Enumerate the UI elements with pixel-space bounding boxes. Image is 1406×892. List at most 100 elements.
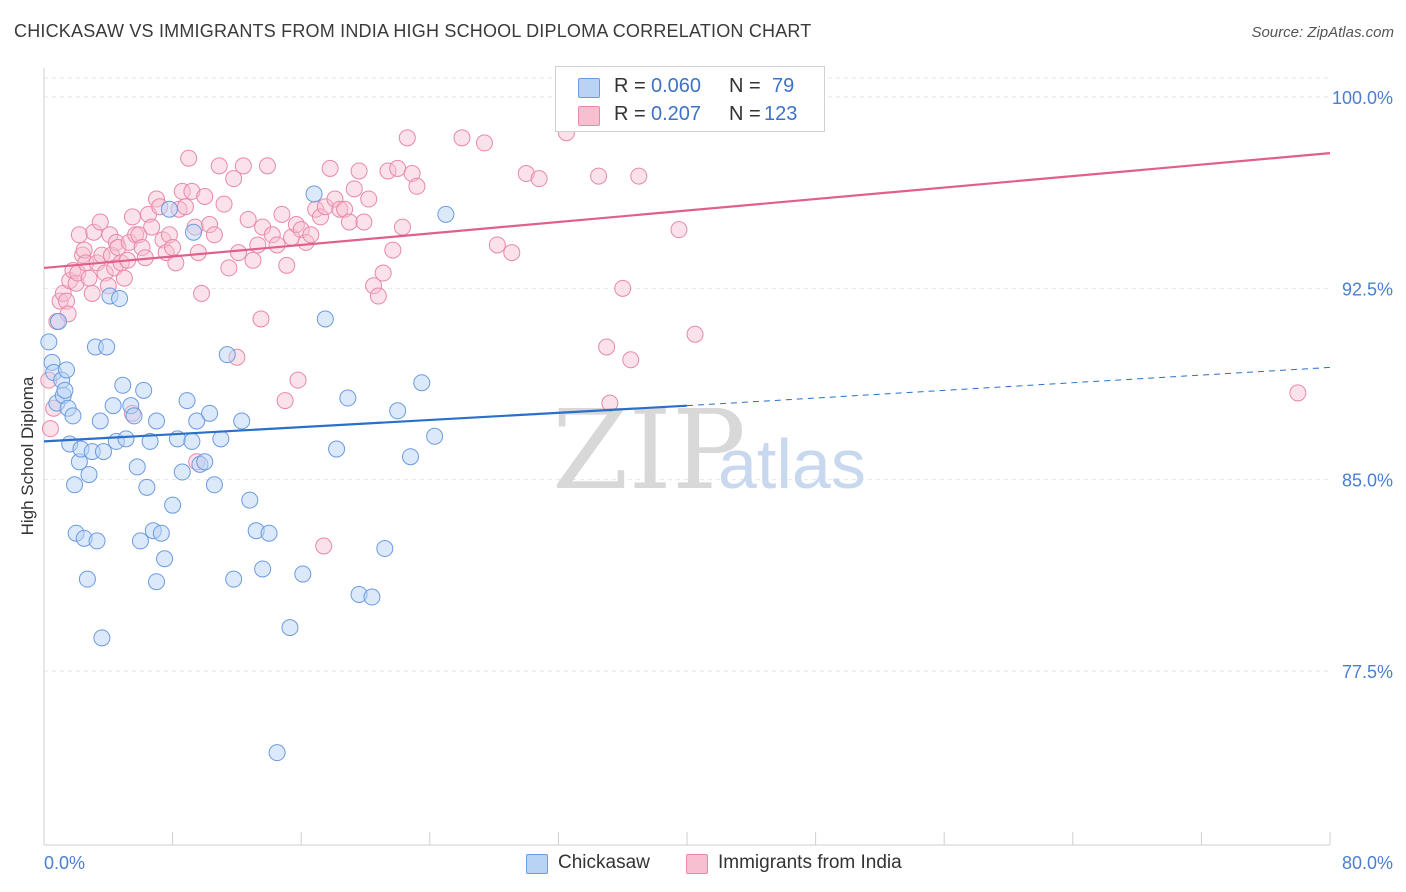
data-point-chickasaw xyxy=(339,389,357,407)
legend-n-label: N = xyxy=(729,75,761,97)
data-point-india xyxy=(503,244,521,262)
data-point-chickasaw xyxy=(148,412,166,430)
legend-label-india: Immigrants from India xyxy=(718,852,902,873)
data-point-india xyxy=(278,256,296,274)
data-point-india xyxy=(355,213,373,231)
data-point-chickasaw xyxy=(305,185,323,203)
watermark-zip: ZIP xyxy=(552,386,746,514)
data-point-india xyxy=(96,264,114,282)
legend-label-chickasaw: Chickasaw xyxy=(558,852,650,873)
data-point-chickasaw xyxy=(184,223,202,241)
data-point-india xyxy=(453,129,471,147)
data-point-india xyxy=(331,200,349,218)
data-point-india xyxy=(622,351,640,369)
legend-r-value: 0.060 xyxy=(651,75,702,97)
data-point-chickasaw xyxy=(128,458,146,476)
data-point-india xyxy=(374,264,392,282)
legend-swatch-blue xyxy=(578,78,600,98)
data-point-chickasaw xyxy=(426,427,444,445)
data-point-chickasaw xyxy=(178,392,196,410)
data-point-chickasaw xyxy=(111,290,129,308)
data-point-chickasaw xyxy=(49,312,67,330)
data-point-india xyxy=(225,170,243,188)
data-point-india xyxy=(289,371,307,389)
data-point-india xyxy=(630,167,648,185)
data-point-chickasaw xyxy=(241,491,259,509)
data-point-india xyxy=(365,277,383,295)
data-point-chickasaw xyxy=(66,476,84,494)
y-tick-label: 92.5% xyxy=(1342,279,1393,299)
series-legend: Chickasaw Immigrants from India xyxy=(0,852,1406,878)
legend-swatch-pink xyxy=(578,106,600,126)
data-point-india xyxy=(292,221,310,239)
data-point-chickasaw xyxy=(135,381,153,399)
data-point-india xyxy=(83,284,101,302)
data-point-india xyxy=(258,157,276,175)
x-tick-label: 0.0% xyxy=(44,853,85,873)
data-point-chickasaw xyxy=(316,310,334,328)
data-point-chickasaw xyxy=(141,432,159,450)
data-point-chickasaw xyxy=(138,478,156,496)
data-point-india xyxy=(393,218,411,236)
data-point-india xyxy=(670,221,688,239)
data-point-chickasaw xyxy=(196,453,214,471)
data-point-india xyxy=(345,180,363,198)
data-point-india xyxy=(488,236,506,254)
source-credit: Source: ZipAtlas.com xyxy=(1251,24,1394,41)
data-point-india xyxy=(360,190,378,208)
data-point-chickasaw xyxy=(125,407,143,425)
data-point-india xyxy=(311,208,329,226)
data-point-chickasaw xyxy=(93,629,111,647)
data-point-chickasaw xyxy=(56,381,74,399)
data-point-india xyxy=(133,239,151,257)
data-point-chickasaw xyxy=(260,524,278,542)
data-point-chickasaw xyxy=(268,744,286,762)
data-point-chickasaw xyxy=(294,565,312,583)
data-point-chickasaw xyxy=(183,432,201,450)
data-point-chickasaw xyxy=(91,412,109,430)
y-axis-label: High School Diploma xyxy=(18,376,37,535)
data-point-chickasaw xyxy=(117,430,135,448)
watermark: ZIP atlas xyxy=(552,386,866,514)
data-point-india xyxy=(130,226,148,244)
data-point-chickasaw xyxy=(363,588,381,606)
legend-swatch-blue xyxy=(526,854,548,874)
data-point-chickasaw xyxy=(328,440,346,458)
y-tick-label: 85.0% xyxy=(1342,471,1393,491)
data-point-india xyxy=(601,394,619,412)
data-point-chickasaw xyxy=(94,443,112,461)
legend-n-label: N = xyxy=(729,103,761,125)
data-point-india xyxy=(530,170,548,188)
data-point-india xyxy=(287,216,305,234)
legend-r-label: R = xyxy=(614,75,646,97)
data-point-chickasaw xyxy=(131,532,149,550)
data-point-india xyxy=(321,159,339,177)
data-point-india xyxy=(160,226,178,244)
data-point-india xyxy=(590,167,608,185)
data-point-india xyxy=(115,269,133,287)
data-point-india xyxy=(167,254,185,272)
data-point-india xyxy=(75,241,93,259)
data-point-chickasaw xyxy=(201,404,219,422)
data-point-chickasaw xyxy=(389,402,407,420)
data-point-india xyxy=(41,420,59,438)
data-point-india xyxy=(230,244,248,262)
data-point-chickasaw xyxy=(402,448,420,466)
x-tick-label: 80.0% xyxy=(1342,853,1393,873)
data-point-chickasaw xyxy=(164,496,182,514)
data-point-chickasaw xyxy=(218,346,236,364)
legend-r-label: R = xyxy=(614,103,646,125)
watermark-atlas: atlas xyxy=(718,425,866,503)
data-point-india xyxy=(143,218,161,236)
data-point-chickasaw xyxy=(148,573,166,591)
data-point-india xyxy=(164,239,182,257)
data-point-india xyxy=(220,259,238,277)
data-point-chickasaw xyxy=(376,540,394,558)
data-point-india xyxy=(686,325,704,343)
data-point-india xyxy=(58,292,76,310)
legend-n-value: 79 xyxy=(772,75,795,97)
data-point-chickasaw xyxy=(88,532,106,550)
data-point-chickasaw xyxy=(188,412,206,430)
data-point-india xyxy=(234,157,252,175)
data-point-chickasaw xyxy=(64,407,82,425)
